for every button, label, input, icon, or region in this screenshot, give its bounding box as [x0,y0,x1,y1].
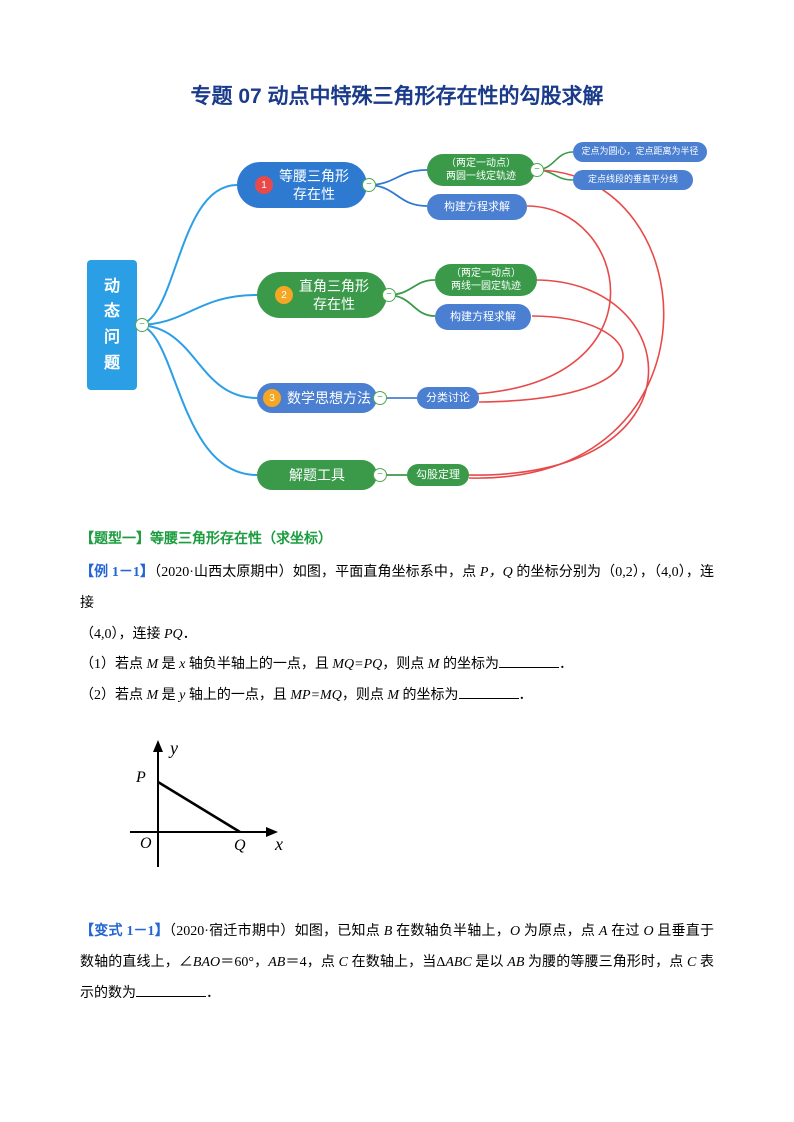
node-tool: 解题工具 [257,460,377,490]
node-isosceles: 1 等腰三角形存在性 [237,162,367,208]
badge-1: 1 [255,176,273,194]
toggle-icon: − [373,468,387,482]
toggle-icon: − [135,318,149,332]
badge-3: 3 [263,389,281,407]
diagram-edges [87,140,707,510]
coordinate-plot: y x O P Q [110,732,714,887]
badge-2: 2 [275,286,293,304]
node-s1a: （两定一动点）两圆一线定轨迹 [427,154,535,186]
svg-text:y: y [168,738,178,758]
svg-text:P: P [135,769,146,786]
node-s2b: 构建方程求解 [435,304,531,330]
node-right-triangle: 2 直角三角形存在性 [257,272,387,318]
blank-2 [459,685,519,699]
svg-text:x: x [274,834,283,854]
node-t2: 定点线段的垂直平分线 [573,170,693,190]
node-s3a: 分类讨论 [417,387,479,409]
blank-3 [136,983,206,997]
toggle-icon: − [530,163,544,177]
page-title: 专题 07 动点中特殊三角形存在性的勾股求解 [80,80,714,110]
node-s1b: 构建方程求解 [427,194,527,220]
svg-text:O: O [140,835,152,852]
toggle-icon: − [362,178,376,192]
node-s2a: （两定一动点）两线一圆定轨迹 [435,264,537,296]
type1-heading: 【题型一】等腰三角形存在性（求坐标） [80,528,714,548]
question-1: （1）若点 M 是 x 轴负半轴上的一点，且 MQ=PQ，则点 M 的坐标为． [80,650,714,681]
root-node: 动态问题 [87,260,137,390]
toggle-icon: − [373,391,387,405]
toggle-icon: − [382,288,396,302]
blank-1 [499,654,559,668]
example-1-1: 【例 1－1】（2020·山西太原期中）如图，平面直角坐标系中，点 P，Q 的坐… [80,558,714,650]
variant-1-1: 【变式 1－1】（2020·宿迁市期中）如图，已知点 B 在数轴负半轴上，O 为… [80,917,714,1009]
svg-text:Q: Q [234,837,246,854]
question-2: （2）若点 M 是 y 轴上的一点，且 MP=MQ，则点 M 的坐标为． [80,681,714,712]
node-t1: 定点为圆心，定点距离为半径 [573,142,707,162]
concept-diagram: 动态问题 − 1 等腰三角形存在性 − （两定一动点）两圆一线定轨迹 − 构建方… [87,140,707,510]
node-math-method: 3 数学思想方法 [257,383,377,413]
node-s4a: 勾股定理 [407,464,469,486]
